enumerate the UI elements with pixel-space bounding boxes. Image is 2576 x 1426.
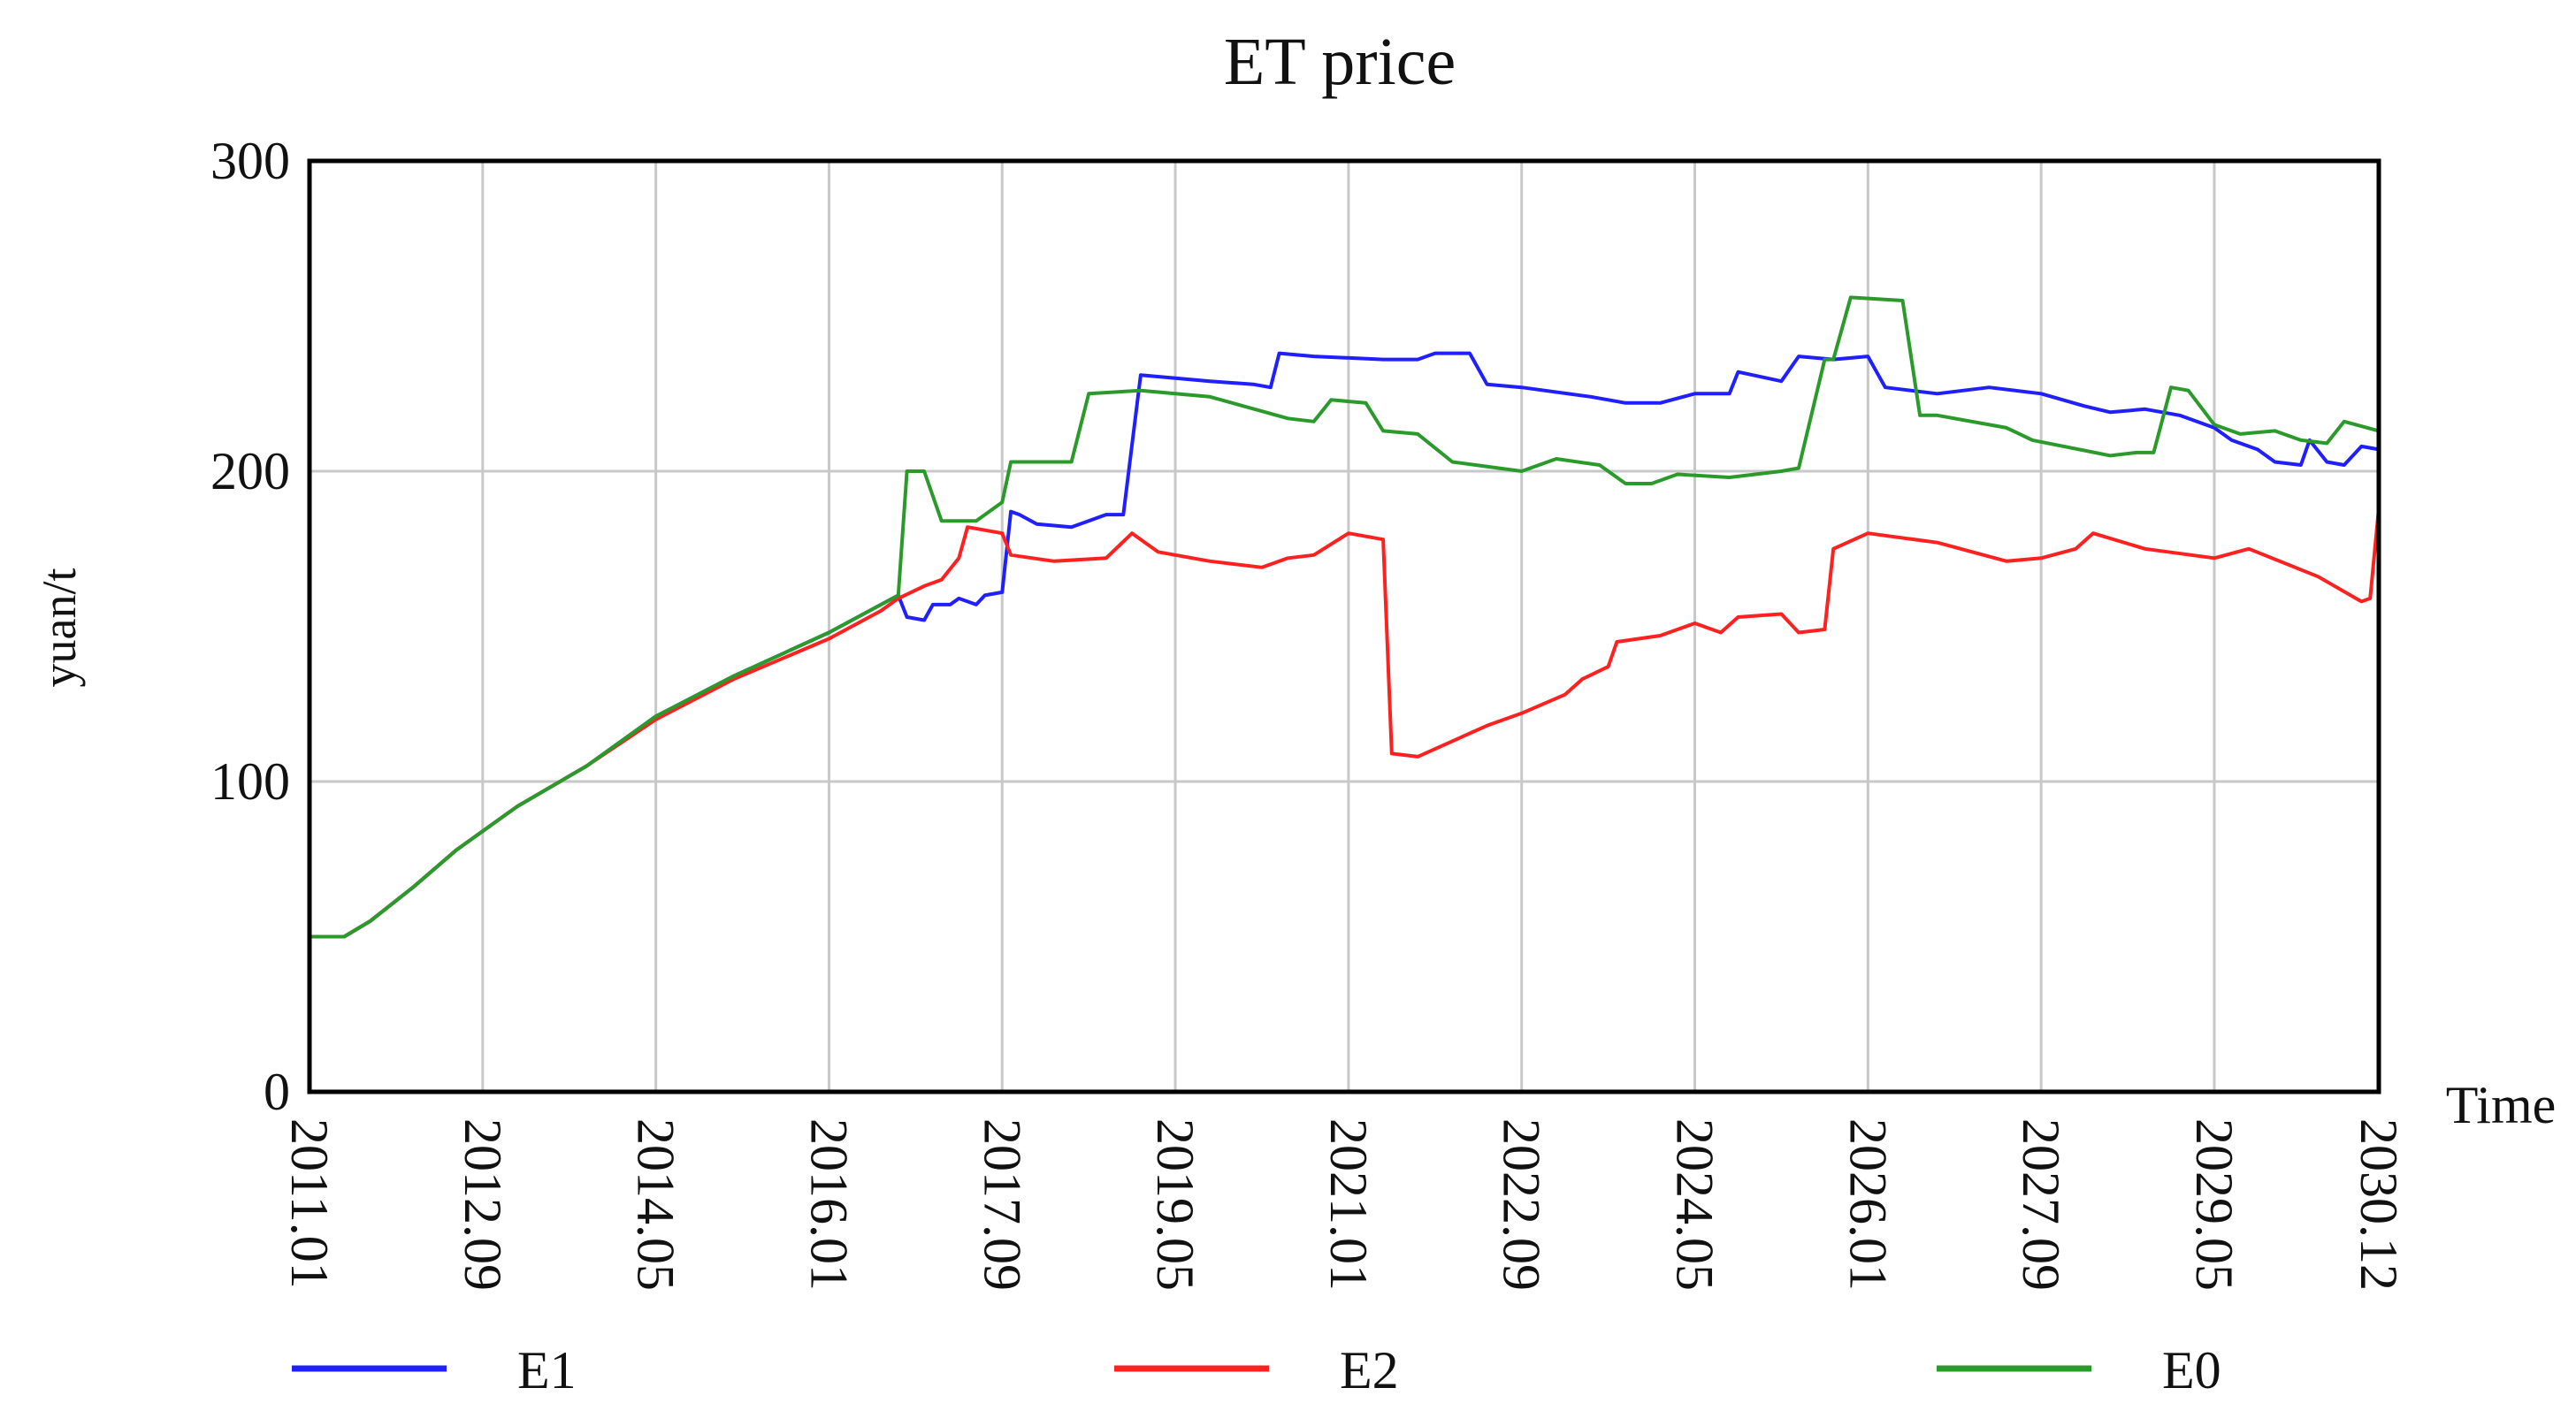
y-tick-label: 100 — [210, 752, 290, 811]
legend-label: E1 — [517, 1341, 577, 1399]
grid — [308, 159, 2381, 1094]
y-tick-label: 200 — [210, 442, 290, 500]
plot-frame — [307, 158, 2381, 1094]
y-tick-label: 0 — [264, 1063, 290, 1121]
series-line-e2 — [310, 507, 2381, 939]
legend: E1 E2 E0 — [292, 1341, 2221, 1399]
x-tick-label: 2019.05 — [1146, 1118, 1204, 1291]
x-tick-label: 2014.05 — [627, 1118, 685, 1291]
x-tick-label: 2021.01 — [1319, 1118, 1378, 1291]
x-tick-label: 2030.12 — [2350, 1118, 2408, 1291]
x-tick-label: 2017.09 — [973, 1118, 1031, 1291]
legend-item-e2: E2 — [1114, 1341, 1399, 1399]
x-tick-label: 2022.09 — [1493, 1118, 1551, 1291]
x-tick-label: 2012.09 — [454, 1118, 512, 1291]
x-tick-label: 2029.05 — [2185, 1118, 2243, 1291]
x-tick-label: 2024.05 — [1666, 1118, 1724, 1291]
x-tick-label: 2016.01 — [799, 1118, 858, 1291]
legend-item-e1: E1 — [292, 1341, 577, 1399]
series-line-e0 — [310, 295, 2380, 939]
x-tick-label: 2026.01 — [1838, 1118, 1897, 1291]
y-axis-label: yuan/t — [33, 568, 86, 688]
x-tick-label: 2027.09 — [2012, 1118, 2070, 1291]
chart-title: ET price — [1224, 25, 1456, 99]
x-axis-label: Time — [2446, 1076, 2557, 1134]
x-tick-label: 2011.01 — [280, 1118, 339, 1289]
x-tick-labels: 2011.01 2012.09 2014.05 2016.01 2017.09 2019.… — [280, 1118, 2408, 1291]
legend-item-e0: E0 — [1937, 1341, 2221, 1399]
legend-label: E0 — [2162, 1341, 2221, 1399]
y-tick-labels: 0 100 200 300 — [210, 132, 290, 1121]
y-tick-label: 300 — [210, 132, 290, 190]
series-lines — [310, 295, 2381, 939]
legend-label: E2 — [1340, 1341, 1399, 1399]
